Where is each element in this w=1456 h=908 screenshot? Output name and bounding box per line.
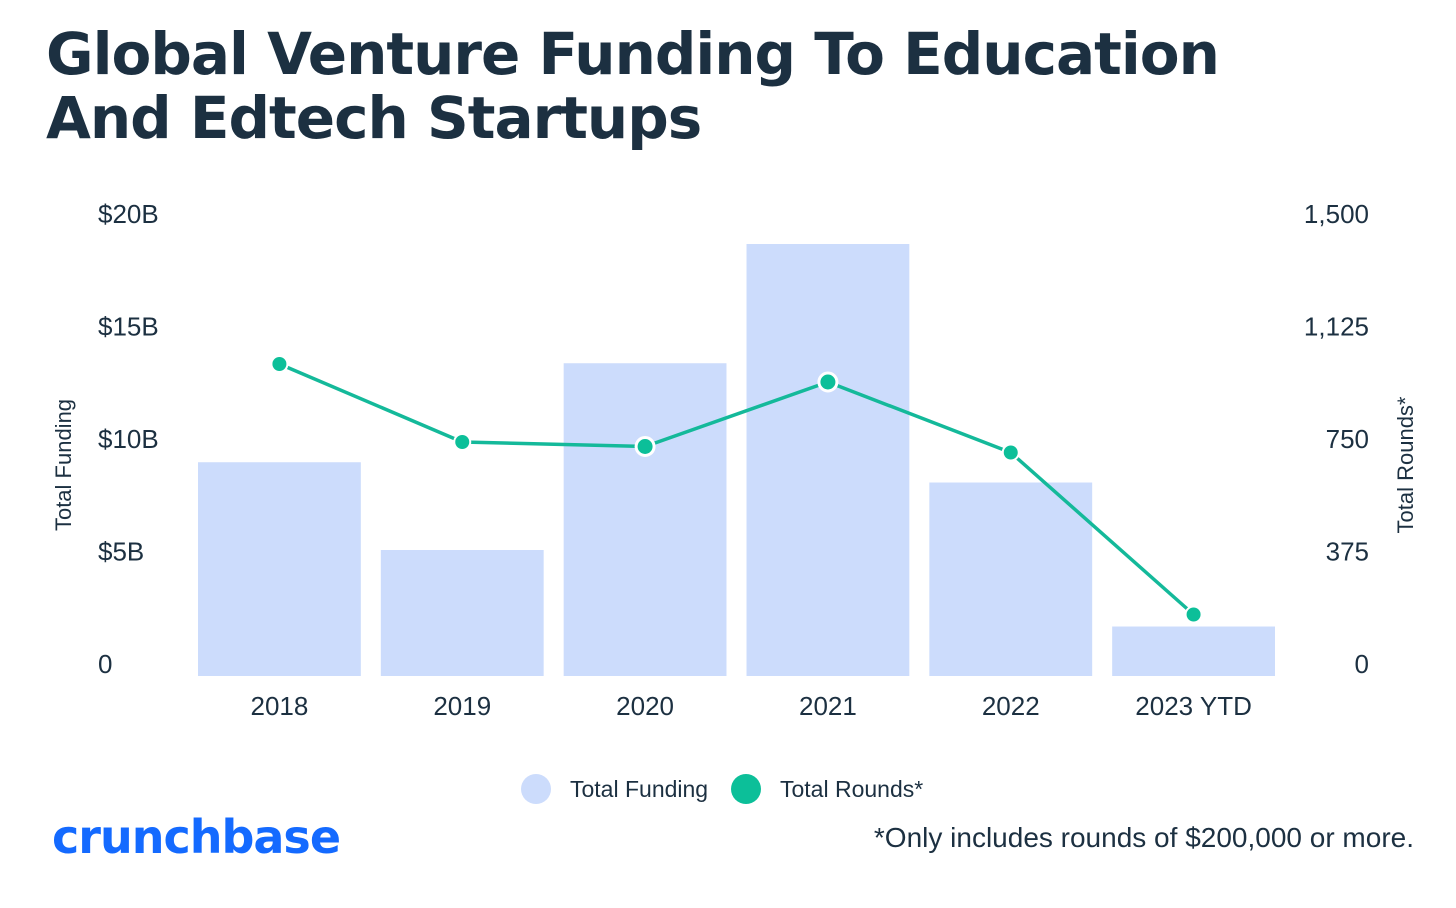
- legend-label-total-funding: Total Funding: [570, 776, 708, 802]
- legend-swatch-total-rounds: [731, 774, 761, 804]
- rounds-point-2019: [453, 433, 472, 451]
- legend: Total Funding Total Rounds*: [521, 774, 923, 804]
- x-tick-label: 2018: [250, 691, 308, 721]
- rounds-point-2021: [817, 371, 839, 393]
- funding-bar-2023-ytd: [1112, 626, 1275, 676]
- x-axis: 2018 2019 2020 2021 2022 2023 YTD: [250, 691, 1251, 721]
- chart-title-line-1: Global Venture Funding To Education: [46, 20, 1220, 88]
- footnote: *Only includes rounds of $200,000 or mor…: [873, 822, 1414, 853]
- x-tick-label: 2023 YTD: [1135, 691, 1252, 721]
- left-tick-label: $15B: [98, 311, 159, 341]
- funding-bar-2018: [198, 462, 361, 676]
- x-tick-label: 2020: [616, 691, 674, 721]
- x-tick-label: 2021: [799, 691, 857, 721]
- funding-bar-2021: [746, 244, 910, 676]
- rounds-point-2018: [270, 355, 289, 373]
- bar-series-total-funding: [198, 244, 1275, 676]
- chart-title-line-2: And Edtech Startups: [46, 84, 702, 152]
- right-tick-label: 375: [1326, 536, 1369, 566]
- rounds-point-2020: [634, 436, 656, 457]
- right-tick-label: 1,500: [1304, 199, 1369, 229]
- left-tick-label: 0: [98, 649, 112, 679]
- right-tick-label: 0: [1355, 649, 1369, 679]
- right-tick-label: 750: [1326, 424, 1369, 454]
- rounds-line: [278, 362, 1195, 616]
- funding-bar-2019: [380, 550, 544, 676]
- rounds-point-2023-ytd: [1184, 605, 1203, 624]
- legend-swatch-total-funding: [521, 774, 551, 804]
- right-tick-label: 1,125: [1304, 311, 1369, 341]
- legend-label-total-rounds: Total Rounds*: [780, 776, 923, 802]
- right-axis: 0 375 750 1,125 1,500 Total Rounds*: [1304, 199, 1418, 679]
- left-axis: 0 $5B $10B $15B $20B Total Funding: [51, 199, 159, 679]
- left-axis-title: Total Funding: [51, 399, 76, 531]
- left-tick-label: $10B: [98, 424, 159, 454]
- line-series-total-rounds: [270, 355, 1203, 624]
- x-tick-label: 2022: [982, 691, 1040, 721]
- crunchbase-logo: crunchbase: [52, 810, 341, 864]
- rounds-point-2022: [1001, 443, 1020, 462]
- funding-bar-2020: [563, 363, 727, 676]
- chart-title: Global Venture Funding To Education And …: [46, 22, 1346, 150]
- funding-bar-2022: [929, 482, 1093, 676]
- right-axis-title: Total Rounds*: [1393, 396, 1418, 533]
- left-tick-label: $20B: [98, 199, 159, 229]
- left-tick-label: $5B: [98, 536, 144, 566]
- x-tick-label: 2019: [433, 691, 491, 721]
